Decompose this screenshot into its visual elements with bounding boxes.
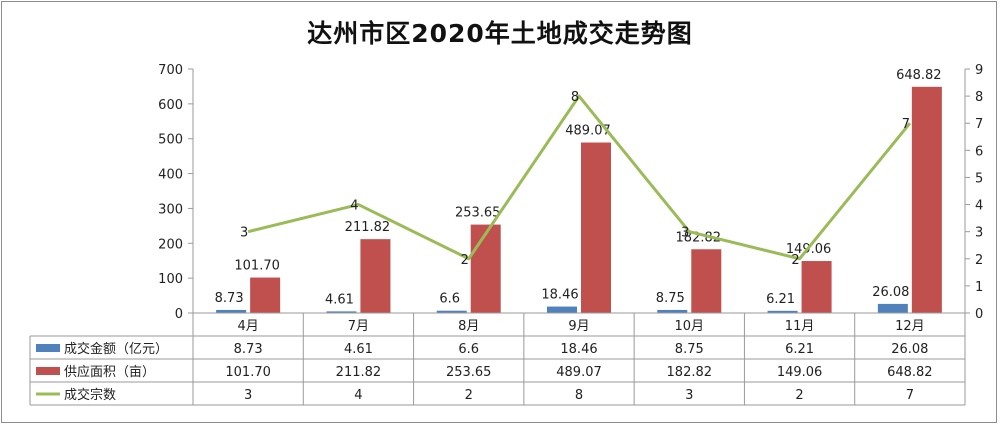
data-label-area: 648.82 xyxy=(896,68,942,83)
data-label-area: 182.82 xyxy=(676,230,722,245)
x-category-label: 4月 xyxy=(238,319,259,334)
bar-area xyxy=(360,239,391,313)
line-count-series xyxy=(247,94,912,261)
legend-swatch xyxy=(36,367,60,375)
data-label-area: 489.07 xyxy=(565,124,611,139)
table-cell: 3 xyxy=(244,388,252,403)
bar-amount xyxy=(877,303,908,313)
x-category-label: 11月 xyxy=(785,319,815,334)
data-label-area: 253.65 xyxy=(455,206,501,221)
bar-area xyxy=(250,277,281,313)
table-cell: 8 xyxy=(575,388,583,403)
legend-label: 供应面积（亩） xyxy=(64,364,155,380)
y-right-tick-label: 2 xyxy=(975,253,983,268)
y-left-tick-label: 300 xyxy=(158,202,183,217)
table-cell: 182.82 xyxy=(667,365,713,380)
y-left-tick-label: 500 xyxy=(158,133,183,148)
table-cell: 149.06 xyxy=(777,365,823,380)
bar-area xyxy=(470,224,501,313)
table-cell: 101.70 xyxy=(225,365,271,380)
y-left-tick-label: 0 xyxy=(175,307,183,322)
data-label-amount: 8.75 xyxy=(656,291,685,306)
table-cell: 3 xyxy=(685,388,693,403)
data-label-area: 101.70 xyxy=(234,259,280,274)
table-cell: 8.73 xyxy=(234,342,263,357)
table-cell: 6.21 xyxy=(785,342,814,357)
data-label-count: 8 xyxy=(571,90,579,105)
data-label-amount: 26.08 xyxy=(872,285,909,300)
data-label-amount: 6.6 xyxy=(439,292,460,307)
data-label-amount: 4.61 xyxy=(325,292,354,307)
data-label-count: 4 xyxy=(350,199,358,214)
data-label-count: 7 xyxy=(902,117,910,132)
y-right-tick-label: 9 xyxy=(975,63,983,78)
table-cell: 211.82 xyxy=(336,365,382,380)
y-left-tick-label: 400 xyxy=(158,168,183,183)
table-cell: 2 xyxy=(465,388,473,403)
y-right-tick-label: 3 xyxy=(975,226,983,241)
x-category-label: 8月 xyxy=(458,319,479,334)
bar-amount xyxy=(326,311,357,313)
bar-area xyxy=(581,142,611,313)
bar-amount xyxy=(657,309,688,313)
data-label-amount: 6.21 xyxy=(766,292,795,307)
data-label-amount: 8.73 xyxy=(215,291,244,306)
legend-swatch xyxy=(36,344,60,352)
table-cell: 4 xyxy=(354,388,362,403)
x-category-label: 9月 xyxy=(568,319,589,334)
data-label-count: 2 xyxy=(461,253,469,268)
y-left-tick-label: 200 xyxy=(158,237,183,252)
table-cell: 489.07 xyxy=(556,365,602,380)
y-right-tick-label: 5 xyxy=(975,171,983,186)
table-cell: 7 xyxy=(906,388,914,403)
data-label-count: 3 xyxy=(240,226,248,241)
table-cell: 6.6 xyxy=(458,342,479,357)
bar-amount xyxy=(547,306,577,313)
x-category-label: 10月 xyxy=(675,319,705,334)
x-category-label: 12月 xyxy=(895,319,925,334)
x-category-label: 7月 xyxy=(348,319,369,334)
data-label-amount: 18.46 xyxy=(541,288,578,303)
chart-title: 达州市区2020年土地成交走势图 xyxy=(307,19,693,48)
bar-area xyxy=(911,86,942,314)
bar-area xyxy=(801,261,832,313)
y-right-tick-label: 1 xyxy=(975,280,983,295)
y-left-tick-label: 700 xyxy=(158,63,183,78)
y-right-tick-label: 7 xyxy=(975,117,983,132)
y-right-tick-label: 6 xyxy=(975,144,983,159)
table-cell: 2 xyxy=(795,388,803,403)
table-cell: 4.61 xyxy=(344,342,373,357)
y-right-tick-label: 0 xyxy=(975,307,983,322)
data-label-count: 2 xyxy=(791,253,799,268)
bar-amount xyxy=(436,310,467,313)
legend-label: 成交金额（亿元） xyxy=(64,341,168,357)
table-cell: 8.75 xyxy=(675,342,704,357)
data-label-count: 3 xyxy=(681,226,689,241)
y-left-tick-label: 600 xyxy=(158,98,183,113)
table-cell: 648.82 xyxy=(887,365,933,380)
table-cell: 253.65 xyxy=(446,365,492,380)
bar-area xyxy=(691,249,722,313)
y-right-tick-label: 8 xyxy=(975,90,983,105)
y-left-tick-label: 100 xyxy=(158,272,183,287)
bar-amount xyxy=(767,310,798,313)
y-right-tick-label: 4 xyxy=(975,199,983,214)
table-cell: 18.46 xyxy=(560,342,597,357)
bar-amount xyxy=(216,309,247,313)
table-cell: 26.08 xyxy=(891,342,928,357)
legend-label: 成交宗数 xyxy=(64,387,116,403)
data-label-area: 211.82 xyxy=(345,220,391,235)
